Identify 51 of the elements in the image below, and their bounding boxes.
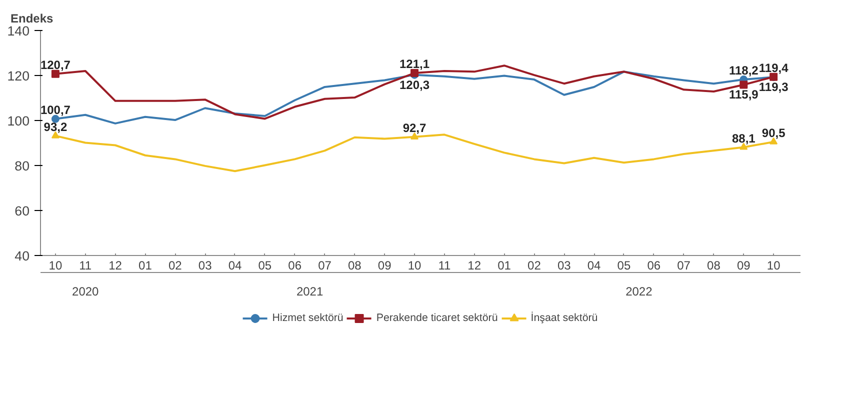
y-tick-label: 120 xyxy=(7,68,30,84)
data-label: 119,4 xyxy=(758,60,789,75)
x-tick-label: 06 xyxy=(288,258,302,272)
data-label: 100,7 xyxy=(40,102,71,117)
data-label: 118,2 xyxy=(728,64,759,78)
x-tick-label: 11 xyxy=(79,258,92,272)
x-tick-label: 04 xyxy=(228,258,242,272)
x-tick-label: 05 xyxy=(617,258,631,272)
x-tick-label: 03 xyxy=(198,258,212,272)
x-tick-label: 02 xyxy=(168,258,182,272)
data-label: 115,9 xyxy=(728,88,759,102)
legend-label: Hizmet sektörü xyxy=(272,312,344,324)
x-tick-label: 08 xyxy=(707,258,721,272)
x-tick-label: 07 xyxy=(318,258,332,272)
x-tick-label: 02 xyxy=(528,258,542,272)
data-label: 120,3 xyxy=(400,78,430,92)
text: 2021 xyxy=(296,284,324,298)
x-tick-label: 07 xyxy=(677,258,691,272)
legend-label: İnşaat sektörü xyxy=(530,312,598,324)
x-tick-label: 06 xyxy=(647,258,661,272)
x-tick-label: 01 xyxy=(138,258,152,272)
point xyxy=(740,80,748,89)
data-label: 88,1 xyxy=(732,131,756,146)
text: 2020 xyxy=(72,284,100,298)
y-tick-label: 80 xyxy=(14,158,30,174)
data-label: 90,5 xyxy=(762,126,786,140)
x-tick-label: 05 xyxy=(258,258,272,272)
y-tick-label: 140 xyxy=(7,24,30,38)
x-tick-label: 04 xyxy=(587,258,602,272)
x-tick-label: 01 xyxy=(498,258,512,272)
y-axis-title: Endeks xyxy=(10,12,54,26)
y-tick-label: 100 xyxy=(7,114,30,128)
x-tick-label: 09 xyxy=(736,258,751,272)
data-label: 93,2 xyxy=(44,120,68,134)
x-tick-label: 08 xyxy=(348,258,362,272)
x-tick-label: 12 xyxy=(468,258,482,272)
x-tick-label: 12 xyxy=(108,258,122,272)
data-label: 120,7 xyxy=(40,58,71,72)
data-label: 92,7 xyxy=(402,120,427,135)
x-tick-label: 10 xyxy=(766,258,781,272)
x-tick-label: 11 xyxy=(438,258,451,272)
text: 2022 xyxy=(626,284,653,298)
x-tick-label: 09 xyxy=(378,258,392,272)
x-tick-label: 03 xyxy=(557,258,572,272)
y-tick-label: 40 xyxy=(14,248,30,264)
x-tick-label: 10 xyxy=(48,258,62,272)
data-label: 121,1 xyxy=(400,57,430,72)
y-tick-label: 60 xyxy=(14,204,30,218)
x-tick-label: 10 xyxy=(408,258,422,272)
data-label: 119,3 xyxy=(758,80,789,94)
legend-label: Perakende ticaret sektörü xyxy=(376,312,498,324)
